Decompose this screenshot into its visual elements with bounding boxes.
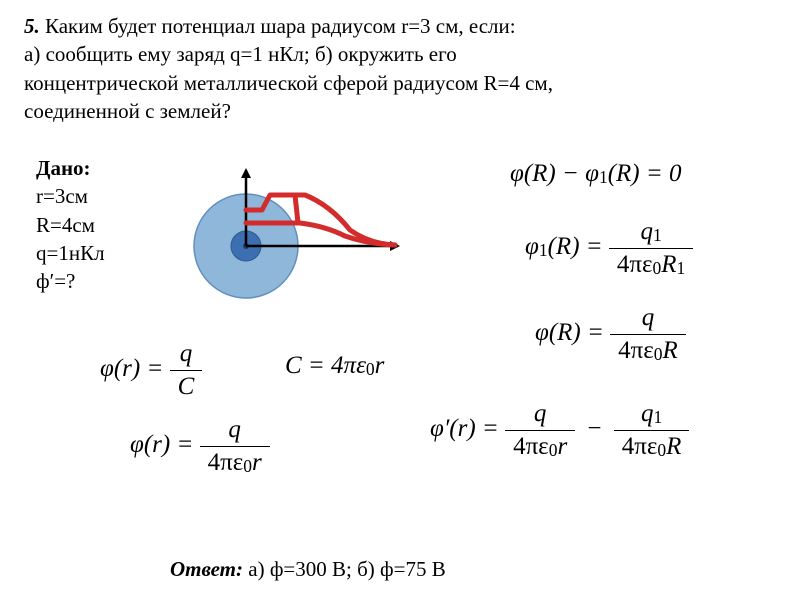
- eq-pp-t2densub: 0: [657, 440, 666, 460]
- eq-C-l: C = 4πε: [285, 352, 366, 379]
- answer-a: а) ф=300 В;: [248, 557, 352, 581]
- eq-phi-prime: φ′(r) = q 4πε0r − q1 4πε0R: [430, 400, 689, 461]
- given-block: Дано: r=3см R=4см q=1нКл ф′=?: [36, 154, 105, 296]
- eq-pp-t1num: q: [534, 400, 547, 427]
- eq-phi1R-dentail: R: [661, 251, 676, 278]
- eq-pp-t2denpre: 4πε: [622, 433, 658, 460]
- eq-phi-diff-lhs: φ(R) − φ: [510, 160, 599, 187]
- eq-phi-diff-rhs: (R) = 0: [608, 160, 682, 187]
- eq-pp-lhs: φ′(r) =: [430, 415, 499, 442]
- diagram: [170, 150, 410, 330]
- given-line-4: ф′=?: [36, 267, 105, 295]
- problem-line-3: концентрической металлической сферой рад…: [24, 71, 553, 95]
- eq-phir-C-den: C: [178, 373, 195, 400]
- eq-phir-num: q: [228, 416, 241, 443]
- y-arrow-icon: [241, 168, 251, 178]
- eq-C: C = 4πε0r: [285, 352, 384, 380]
- eq-phi1R: φ1(R) = q1 4πε0R1: [525, 218, 693, 279]
- answer-b: б) ф=75 В: [357, 557, 446, 581]
- eq-C-sub: 0: [366, 359, 375, 379]
- eq-phiR-frac: q 4πε0R: [610, 304, 686, 365]
- eq-phiR-lhs: φ(R) =: [535, 319, 604, 346]
- eq-phir-C-num: q: [180, 340, 193, 367]
- problem-number: 5.: [24, 14, 40, 38]
- eq-phiR: φ(R) = q 4πε0R: [535, 304, 686, 365]
- potential-curve-step: [295, 195, 298, 223]
- problem-line-4: соединенной с землей?: [24, 99, 231, 123]
- eq-phi1R-denpre: 4πε: [617, 251, 653, 278]
- answer: Ответ: а) ф=300 В; б) ф=75 В: [170, 557, 446, 582]
- given-line-2: R=4см: [36, 211, 105, 239]
- eq-phi1R-frac: q1 4πε0R1: [609, 218, 693, 279]
- eq-phir: φ(r) = q 4πε0r: [130, 416, 270, 477]
- eq-phi1R-num: q: [640, 218, 653, 245]
- problem-line-2: а) сообщить ему заряд q=1 нКл; б) окружи…: [24, 42, 457, 66]
- page: 5. Каким будет потенциал шара радиусом r…: [0, 0, 800, 600]
- eq-pp-frac2: q1 4πε0R: [614, 400, 690, 461]
- eq-phi1R-phi: φ: [525, 233, 539, 260]
- eq-phi1R-sub: 1: [539, 240, 548, 260]
- eq-phiR-densub: 0: [654, 344, 663, 364]
- eq-phir-C: φ(r) = q C: [100, 340, 202, 401]
- eq-pp-t2num: q: [641, 400, 654, 427]
- problem-line-1: Каким будет потенциал шара радиусом r=3 …: [45, 14, 516, 38]
- eq-phi1R-numsub: 1: [653, 225, 662, 245]
- eq-pp-t2dentail: R: [666, 433, 681, 460]
- eq-phir-dentail: r: [252, 449, 262, 476]
- eq-phir-denpre: 4πε: [208, 449, 244, 476]
- eq-C-r: r: [375, 352, 385, 379]
- eq-phi1R-densub: 0: [653, 258, 662, 278]
- eq-phiR-num: q: [642, 304, 655, 331]
- eq-phi-diff-sub: 1: [599, 167, 608, 187]
- eq-phir-densub: 0: [243, 456, 252, 476]
- eq-phi-diff: φ(R) − φ1(R) = 0: [510, 160, 682, 188]
- eq-phiR-denpre: 4πε: [618, 337, 654, 364]
- eq-pp-minus: −: [581, 415, 607, 442]
- eq-phi1R-dentailsub: 1: [677, 258, 686, 278]
- eq-phir-C-lhs: φ(r) =: [100, 355, 163, 382]
- eq-phir-C-frac: q C: [170, 340, 203, 401]
- eq-phir-lhs: φ(r) =: [130, 431, 193, 458]
- eq-pp-t2numsub: 1: [653, 407, 662, 427]
- eq-pp-t1denpre: 4πε: [513, 433, 549, 460]
- given-title: Дано:: [36, 154, 105, 182]
- problem-statement: 5. Каким будет потенциал шара радиусом r…: [24, 12, 764, 125]
- given-line-3: q=1нКл: [36, 239, 105, 267]
- eq-pp-t1dentail: r: [557, 433, 567, 460]
- eq-phir-frac: q 4πε0r: [200, 416, 270, 477]
- eq-pp-frac1: q 4πε0r: [505, 400, 575, 461]
- given-line-1: r=3см: [36, 182, 105, 210]
- eq-phiR-dentail: R: [663, 337, 678, 364]
- eq-phi1R-arg: (R) =: [548, 233, 603, 260]
- answer-label: Ответ:: [170, 557, 243, 581]
